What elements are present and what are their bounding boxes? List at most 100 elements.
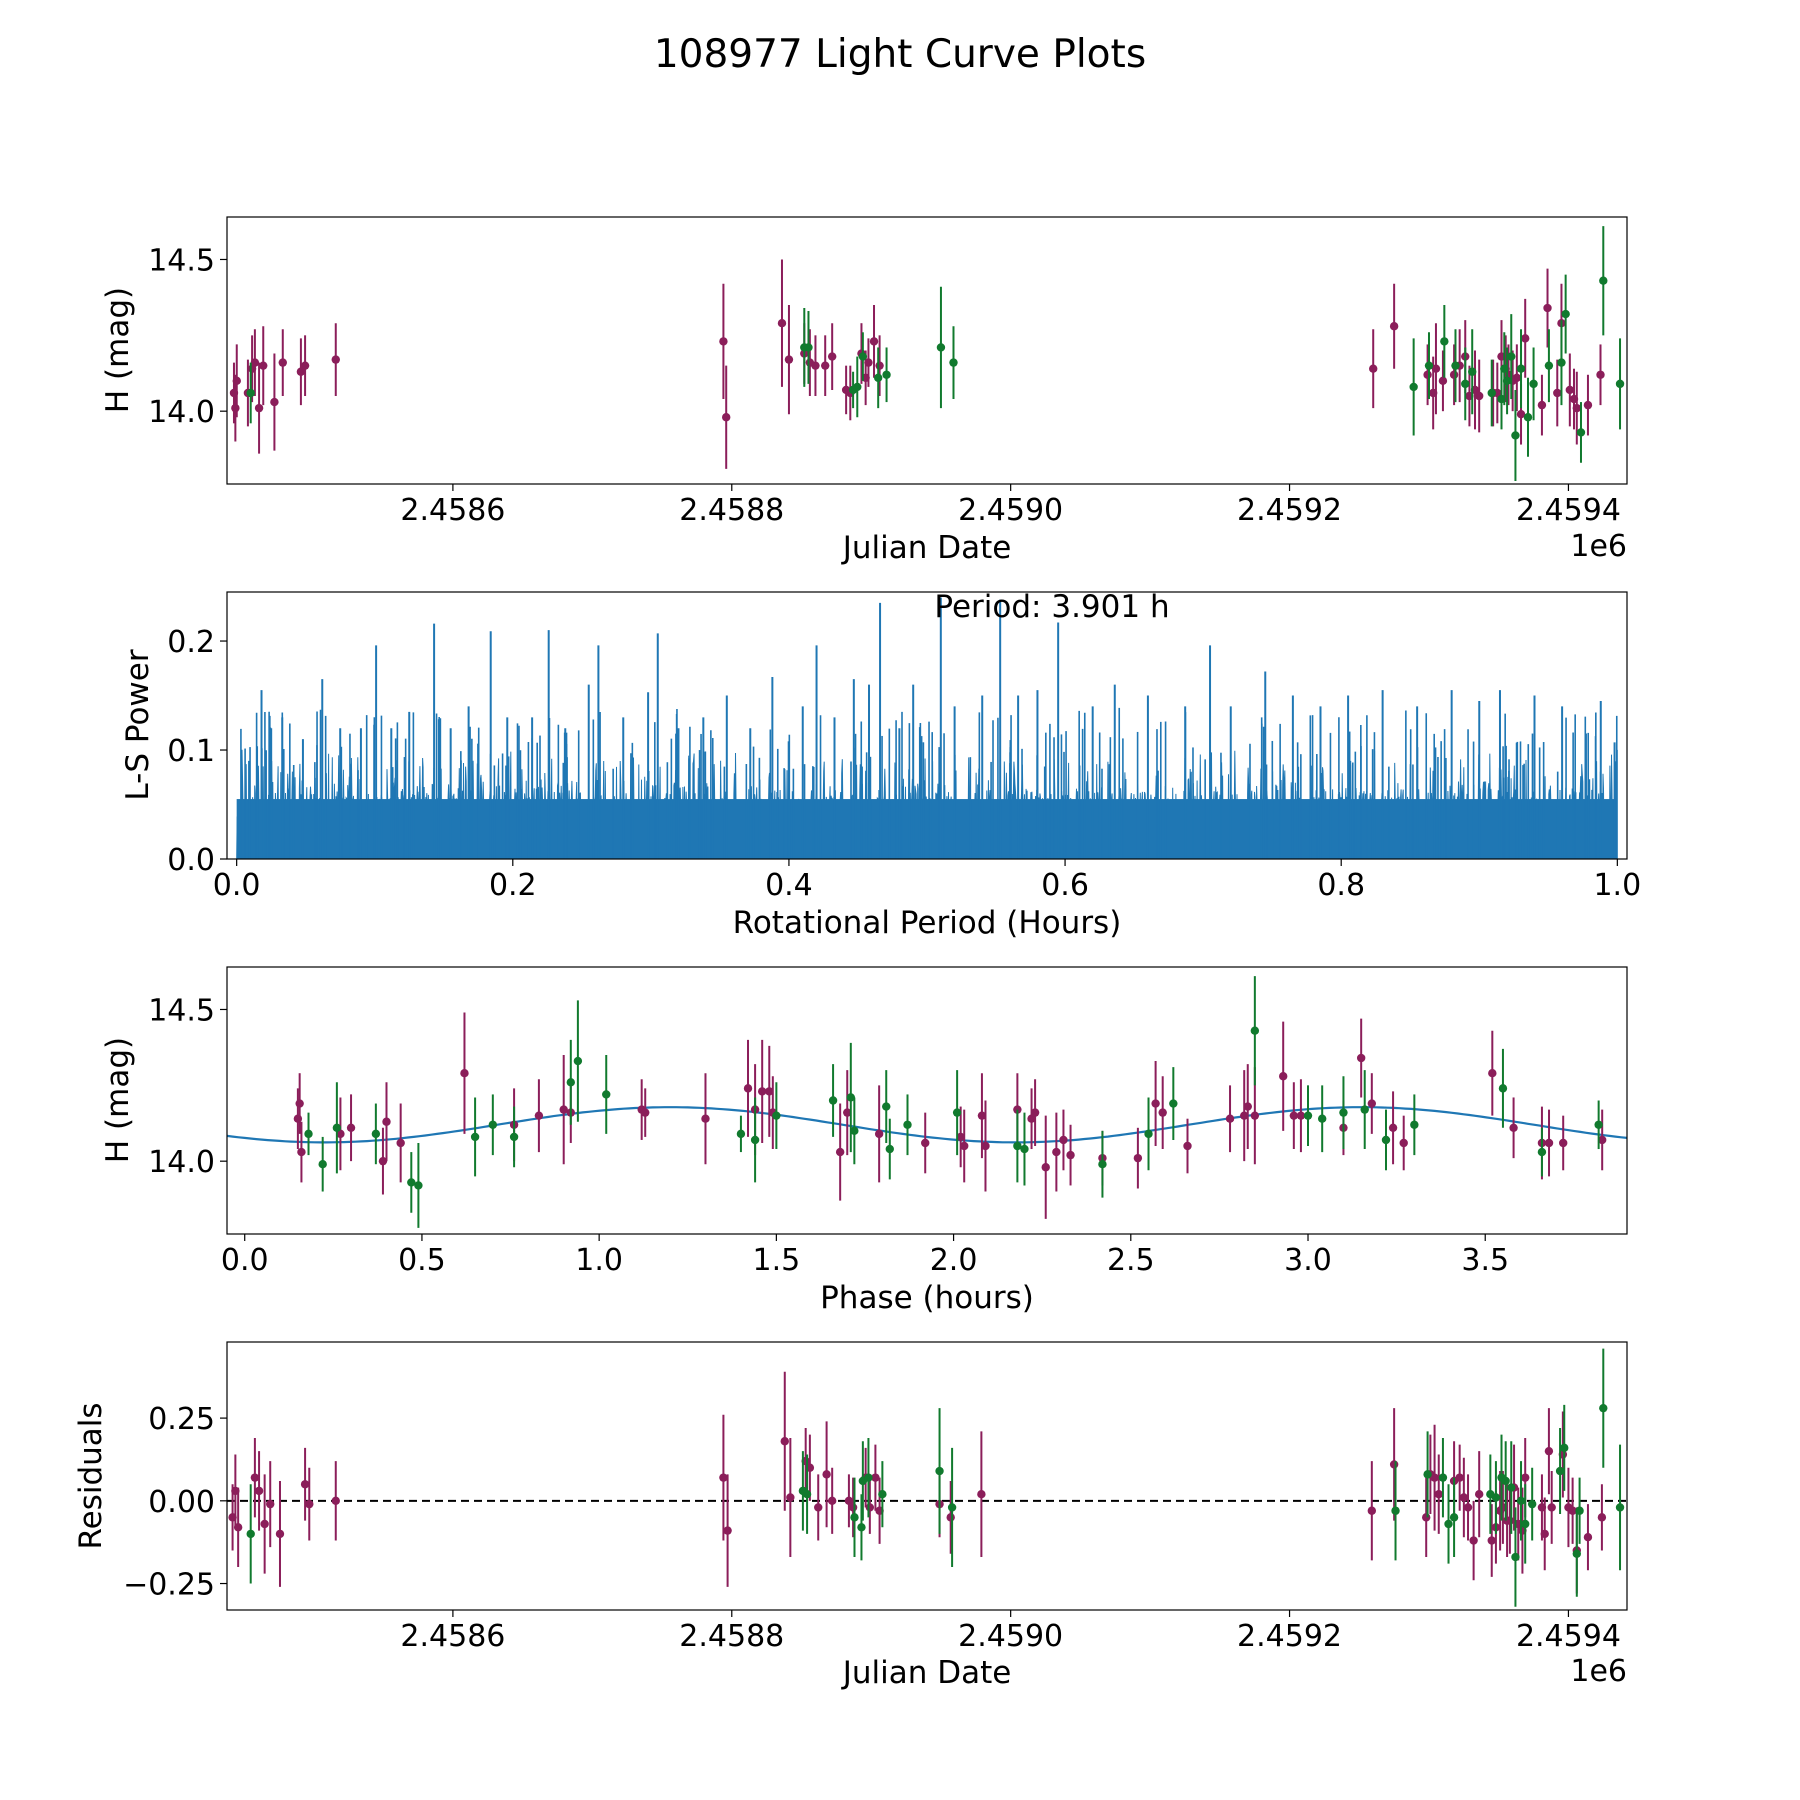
data-point — [1444, 1519, 1453, 1529]
data-point — [232, 376, 241, 386]
data-point — [878, 1489, 887, 1499]
data-point — [1583, 400, 1593, 410]
data-point — [857, 1523, 866, 1532]
periodogram-xlabel: Rotational Period (Hours) — [733, 905, 1122, 941]
panel-light-curve: 2.4586 2.4588 2.4590 2.4592 2.4594 14.0 14.5 J… — [100, 216, 1628, 566]
data-point — [1409, 382, 1418, 392]
residuals-frame — [226, 1341, 1628, 1611]
data-point — [378, 1156, 388, 1166]
data-point — [1243, 1102, 1252, 1111]
data-point — [1430, 1473, 1439, 1482]
p3-plot-area — [227, 976, 1627, 1228]
data-point — [719, 337, 728, 346]
data-point — [977, 1489, 986, 1499]
data-point — [1158, 1108, 1167, 1117]
data-point — [935, 1466, 944, 1476]
data-point — [865, 1503, 875, 1512]
x-tick-label: 1.5 — [753, 1243, 801, 1278]
data-point — [843, 1108, 852, 1117]
data-point — [300, 361, 310, 370]
data-point — [848, 1503, 858, 1512]
data-point — [331, 355, 340, 364]
data-point — [828, 1096, 838, 1105]
data-point — [1059, 1135, 1068, 1145]
periodogram-ticks: 0.0 0.2 0.4 0.6 0.8 1.0 0.0 0.1 0.2 — [167, 625, 1641, 903]
data-point — [858, 352, 868, 361]
light-curve-frame — [226, 216, 1628, 485]
data-point — [1555, 1466, 1565, 1476]
x-tick-label: 1.0 — [1593, 868, 1641, 903]
period-annotation: Period: 3.901 h — [934, 589, 1169, 625]
figure-title: 108977 Light Curve Plots — [654, 32, 1146, 77]
data-point — [736, 1129, 746, 1139]
data-point — [231, 403, 240, 413]
data-point — [1423, 1470, 1432, 1479]
data-point — [1399, 1138, 1408, 1148]
data-point — [414, 1181, 423, 1190]
data-point — [1559, 1138, 1568, 1148]
data-point — [1512, 373, 1522, 383]
phase-fold-points — [227, 976, 1627, 1228]
data-point — [1516, 410, 1526, 419]
data-point — [1487, 1536, 1496, 1545]
data-point — [1572, 1549, 1582, 1558]
data-point — [1502, 376, 1512, 386]
light-curve-offset-text: 1e6 — [1570, 529, 1627, 564]
data-point — [318, 1160, 327, 1169]
data-point — [853, 382, 862, 392]
data-point — [1521, 334, 1530, 343]
x-tick-label: 2.4588 — [679, 1619, 784, 1654]
data-point — [246, 388, 255, 398]
x-tick-label: 2.4594 — [1516, 1619, 1621, 1654]
data-point — [1537, 400, 1547, 410]
x-tick-label: 0.0 — [213, 868, 261, 903]
data-point — [300, 1480, 310, 1489]
data-point — [885, 1144, 894, 1154]
periodogram-line — [236, 597, 1618, 859]
data-point — [396, 1138, 405, 1148]
data-point — [1596, 370, 1605, 379]
data-point — [1597, 1135, 1607, 1145]
data-point — [936, 343, 946, 352]
data-point — [250, 1473, 260, 1482]
data-point — [1240, 1111, 1249, 1120]
data-point — [1225, 1114, 1235, 1123]
data-point — [1391, 1506, 1400, 1515]
data-point — [1388, 1123, 1398, 1133]
data-point — [850, 1513, 859, 1522]
data-point — [1501, 1476, 1510, 1486]
data-point — [270, 397, 279, 407]
data-point — [1422, 1513, 1431, 1522]
data-point — [1303, 1111, 1313, 1120]
data-point — [371, 1129, 381, 1139]
data-point — [1052, 1147, 1061, 1157]
data-point — [1576, 428, 1586, 437]
x-tick-label: 2.4586 — [400, 493, 505, 528]
light-curve-points — [229, 226, 1625, 481]
data-point — [1020, 1144, 1029, 1154]
data-point — [869, 337, 879, 346]
data-point — [1544, 1446, 1554, 1456]
p1-plot-area — [229, 226, 1625, 481]
data-point — [827, 352, 837, 361]
data-point — [1557, 358, 1566, 367]
data-point — [254, 1486, 264, 1496]
phase-fold-ylabel: H (mag) — [100, 1037, 136, 1163]
data-point — [1459, 1493, 1469, 1502]
data-point — [1030, 1108, 1040, 1117]
data-point — [332, 1123, 342, 1133]
data-point — [460, 1068, 469, 1078]
data-point — [850, 1126, 859, 1136]
data-point — [1575, 1506, 1584, 1515]
data-point — [275, 1529, 285, 1539]
data-point — [1568, 1506, 1577, 1515]
data-point — [1410, 1120, 1419, 1129]
data-point — [1289, 1111, 1299, 1120]
data-point — [382, 1117, 391, 1126]
phase-fold-frame — [226, 966, 1628, 1235]
x-tick-label: 0.8 — [1317, 868, 1365, 903]
data-point — [960, 1141, 969, 1151]
data-point — [1440, 337, 1449, 346]
data-point — [777, 318, 787, 328]
data-point — [750, 1135, 760, 1145]
